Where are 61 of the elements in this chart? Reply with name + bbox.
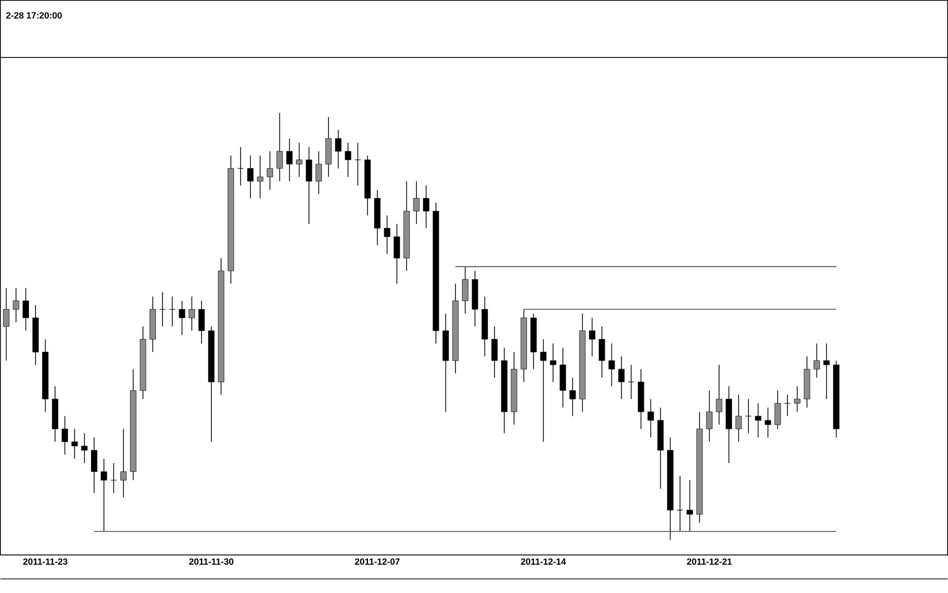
candlestick [3, 288, 10, 362]
candlestick [784, 394, 791, 417]
candlestick [237, 146, 244, 186]
candlestick [735, 394, 742, 442]
candlestick [306, 146, 312, 224]
candlestick [814, 343, 820, 378]
candlestick [745, 398, 752, 434]
candlestick [491, 326, 498, 378]
x-tick-label: 2011-12-21 [686, 558, 732, 565]
candlestick [276, 112, 283, 182]
candlestick [755, 402, 762, 438]
candlestick [384, 215, 390, 254]
candlestick [628, 364, 634, 400]
candlestick [618, 356, 625, 400]
candlestick [81, 432, 88, 464]
x-tick-label: 2011-12-07 [354, 558, 400, 565]
x-tick-label: 2011-11-23 [23, 558, 68, 565]
candlestick [589, 318, 596, 357]
candlestick [569, 377, 576, 417]
candlestick [550, 343, 556, 382]
candlestick [120, 428, 127, 498]
x-tick-label: 2011-11-30 [189, 558, 234, 565]
candlestick [247, 155, 254, 199]
candlestick [91, 437, 98, 494]
candlestick [110, 462, 117, 494]
candlestick [686, 480, 693, 532]
candlestick [335, 130, 342, 169]
candlestick [676, 476, 684, 532]
candlestick [648, 398, 654, 438]
candlestick [774, 390, 781, 430]
candlestick [159, 292, 166, 327]
candlestick [286, 138, 293, 182]
candlestick [462, 266, 468, 314]
candlestick [794, 386, 800, 412]
candlestick [12, 288, 20, 323]
candlestick [394, 224, 400, 284]
candlestick [706, 390, 712, 442]
candlestick [598, 326, 606, 378]
chart-title: 2-28 17:20:00 [6, 12, 62, 19]
candlestick [188, 296, 195, 332]
candlestick [354, 142, 361, 186]
candlestick [423, 185, 430, 229]
candlestick [344, 142, 352, 178]
candlestick [316, 150, 322, 194]
candlestick [413, 180, 420, 224]
candlestick [169, 296, 176, 327]
candlestick [71, 428, 78, 460]
candlestick [257, 155, 264, 199]
candlestick [178, 300, 186, 336]
x-tick-label: 2011-12-14 [520, 558, 566, 565]
candlestick [608, 343, 615, 387]
candlestick [716, 364, 722, 426]
candlestick [823, 343, 830, 400]
candlestick [296, 142, 302, 178]
candlestick [764, 407, 772, 438]
candlestick [22, 288, 29, 332]
candlestick [62, 416, 68, 455]
candlestick [100, 458, 108, 532]
candlestick [540, 338, 546, 442]
candlestick [198, 300, 205, 344]
candlestick [266, 150, 274, 190]
